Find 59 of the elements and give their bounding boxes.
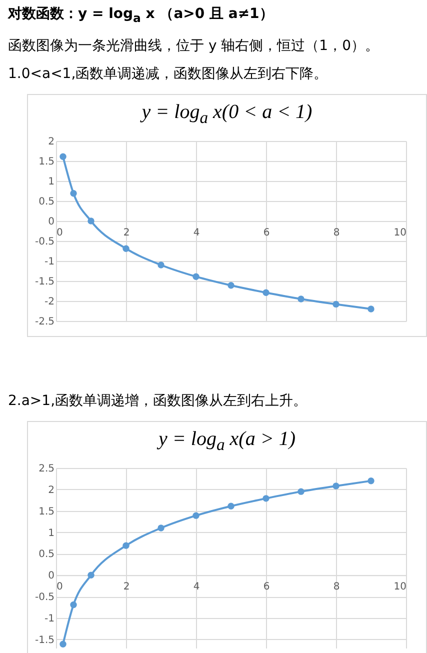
point — [262, 494, 270, 502]
point — [70, 190, 77, 197]
x-tick-label: 4 — [193, 581, 200, 592]
y-tick-label: 0.5 — [38, 549, 54, 560]
y-tick-label: -1 — [44, 256, 54, 268]
y-tick-label: 2 — [48, 484, 54, 496]
x-tick-label: 2 — [123, 581, 130, 592]
point — [88, 217, 94, 224]
point — [88, 572, 94, 578]
text: 2.a>1,函数单调递增，函数图像从左到右上升。 — [8, 392, 308, 411]
y-tick-label: 1.5 — [38, 506, 54, 518]
chart-title: y = log$_{a}$ x(a > 1) — [156, 428, 296, 455]
point — [228, 502, 234, 510]
point — [192, 512, 200, 519]
y-tick-label: 2.5 — [38, 463, 54, 474]
point — [60, 153, 66, 160]
point — [298, 295, 304, 302]
y-tick-label: 0.5 — [38, 196, 54, 208]
point — [368, 477, 374, 484]
text: 1.0<a<1,函数单调递减，函数图像从左到右下降。 — [8, 64, 329, 84]
y-tick-label: -0.5 — [34, 236, 54, 248]
point — [332, 300, 340, 308]
x-tick-label: 8 — [333, 581, 340, 592]
y-tick-label: -1.5 — [34, 634, 54, 646]
point — [332, 482, 340, 490]
y-tick-label: 2 — [48, 136, 54, 148]
y-tick-label: 1 — [48, 528, 54, 539]
y-tick-label: 1 — [48, 176, 54, 188]
point — [158, 524, 164, 532]
y-tick-label: 0 — [48, 570, 54, 582]
point — [228, 282, 234, 289]
x-tick-label: 0 — [56, 227, 63, 238]
y-tick-label: -0.5 — [34, 592, 54, 603]
chart-title: y = log$_{a}$ x(0 < a < 1) — [139, 100, 314, 128]
point — [262, 289, 270, 296]
text: 对数函数：y = log$_{a}$ x （a>0 且 a≠1） — [8, 5, 274, 27]
point — [60, 640, 66, 648]
point — [298, 488, 304, 495]
point — [192, 273, 200, 280]
text: 函数图像为一条光滑曲线，位于 y 轴右侧，恒过（1，0）。 — [8, 36, 380, 56]
point — [122, 542, 130, 549]
point — [70, 601, 77, 608]
x-tick-label: 10 — [394, 227, 406, 238]
y-tick-label: -2.5 — [34, 316, 54, 328]
y-tick-label: -1 — [44, 613, 54, 624]
point — [368, 305, 374, 312]
y-tick-label: -2 — [44, 296, 54, 308]
point — [158, 261, 164, 268]
y-tick-label: 0 — [48, 216, 54, 228]
x-tick-label: 8 — [333, 227, 340, 238]
y-tick-label: 1.5 — [38, 156, 54, 168]
x-tick-label: 4 — [193, 227, 200, 238]
x-tick-label: 10 — [394, 581, 406, 592]
x-tick-label: 0 — [56, 581, 63, 592]
point — [122, 245, 130, 252]
y-tick-label: -1.5 — [34, 276, 54, 288]
x-tick-label: 2 — [123, 227, 130, 238]
x-tick-label: 6 — [263, 581, 270, 592]
x-tick-label: 6 — [263, 227, 270, 238]
